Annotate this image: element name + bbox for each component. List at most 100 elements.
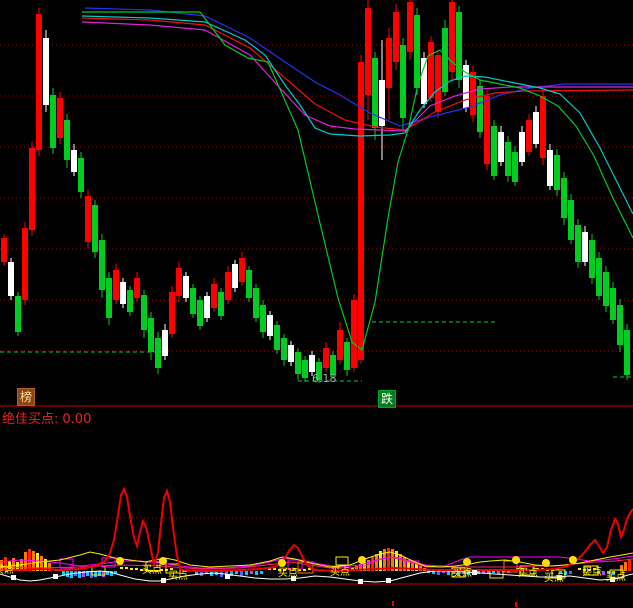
candle-body	[127, 290, 133, 312]
candle-body	[120, 282, 126, 304]
histogram-bar	[102, 571, 105, 577]
candle-body	[78, 158, 84, 192]
histogram-bar	[607, 571, 610, 574]
candle-body	[358, 62, 364, 360]
candle-body	[148, 318, 154, 352]
histogram-bar	[195, 571, 198, 575]
candle-body	[351, 300, 357, 368]
histogram-bar	[240, 571, 243, 576]
histogram-bar	[620, 565, 623, 571]
histogram-bar	[437, 569, 440, 575]
histogram-bar	[255, 571, 258, 575]
candle-body	[575, 225, 581, 262]
candle-body	[141, 295, 147, 330]
candle-body	[596, 258, 602, 296]
histogram-bar	[375, 554, 378, 571]
histogram-bar	[391, 549, 394, 571]
candle-body	[1, 238, 7, 262]
candle-body	[365, 8, 371, 95]
signal-red	[0, 486, 633, 573]
histogram-bar	[497, 569, 500, 574]
ma-blue	[84, 7, 633, 127]
candle-body	[512, 152, 518, 182]
candle-body	[379, 80, 385, 126]
histogram-bar	[355, 566, 358, 571]
histogram-bar	[110, 571, 113, 576]
candle-body	[463, 65, 469, 108]
candle-body	[393, 12, 399, 62]
histogram-bar	[70, 571, 73, 578]
histogram-bar	[114, 571, 117, 574]
candle-body	[22, 228, 28, 300]
candle-body	[470, 72, 476, 115]
candle-body	[568, 200, 574, 240]
histogram-bar	[415, 564, 418, 571]
candle-body	[491, 126, 497, 176]
candle-body	[617, 305, 623, 345]
histogram-bar	[205, 571, 208, 574]
candle-body	[309, 355, 315, 372]
candle-body	[421, 58, 427, 104]
candle-body	[211, 284, 217, 308]
histogram-bar	[367, 560, 370, 571]
candle-body	[330, 355, 336, 375]
candle-body	[505, 142, 511, 176]
histogram-bar	[624, 562, 627, 571]
histogram-bar	[62, 571, 65, 575]
histogram-bar	[612, 571, 615, 575]
candle-body	[449, 2, 455, 72]
fall-badge[interactable]: 跌	[378, 390, 397, 408]
candles	[1, 0, 630, 383]
candle-body	[57, 98, 63, 138]
histogram-bar	[379, 551, 382, 571]
histogram-bar	[98, 571, 101, 576]
histogram-bar	[359, 564, 362, 571]
ma-red	[81, 17, 633, 131]
histogram-bar	[602, 571, 605, 575]
rank-badge[interactable]: 榜	[17, 388, 36, 406]
candle-body	[295, 352, 301, 374]
histogram-bar	[399, 554, 402, 571]
candle-body	[204, 296, 210, 318]
histogram-bar	[230, 571, 233, 576]
histogram-bar	[40, 556, 43, 571]
candle-body	[386, 38, 392, 88]
candle-body	[624, 330, 630, 375]
ma-green	[82, 11, 633, 352]
histogram-bar	[407, 560, 410, 571]
candle-body	[582, 232, 588, 262]
candle-body	[64, 120, 70, 160]
candle-body	[267, 315, 273, 336]
candle-body	[526, 120, 532, 152]
candle-body	[372, 58, 378, 128]
histogram-bar	[395, 551, 398, 571]
histogram-bar	[94, 571, 97, 577]
candle-body	[246, 270, 252, 298]
candle-body	[183, 276, 189, 298]
candle-body	[113, 270, 119, 300]
candle-body	[15, 296, 21, 332]
candle-body	[519, 132, 525, 162]
candle-body	[603, 272, 609, 306]
histogram-bar	[4, 557, 7, 571]
candle-body	[547, 150, 553, 186]
histogram-bar	[403, 557, 406, 571]
histogram-bar	[0, 560, 3, 571]
indicator-value: 0.00	[62, 412, 92, 427]
histogram-bar	[250, 571, 253, 574]
histogram-bar	[628, 559, 631, 571]
histogram-bar	[477, 569, 480, 574]
candle-body	[540, 96, 546, 158]
candle-body	[428, 42, 434, 98]
candle-body	[225, 272, 231, 300]
histogram-bar	[12, 558, 15, 571]
indicator-panel	[0, 405, 633, 607]
dashed-support-levels	[0, 321, 633, 382]
histogram-bar	[24, 552, 27, 571]
candle-body	[533, 112, 539, 144]
histogram-bar	[245, 571, 248, 575]
candle-body	[106, 278, 112, 318]
candle-body	[484, 96, 490, 164]
candle-body	[561, 178, 567, 218]
